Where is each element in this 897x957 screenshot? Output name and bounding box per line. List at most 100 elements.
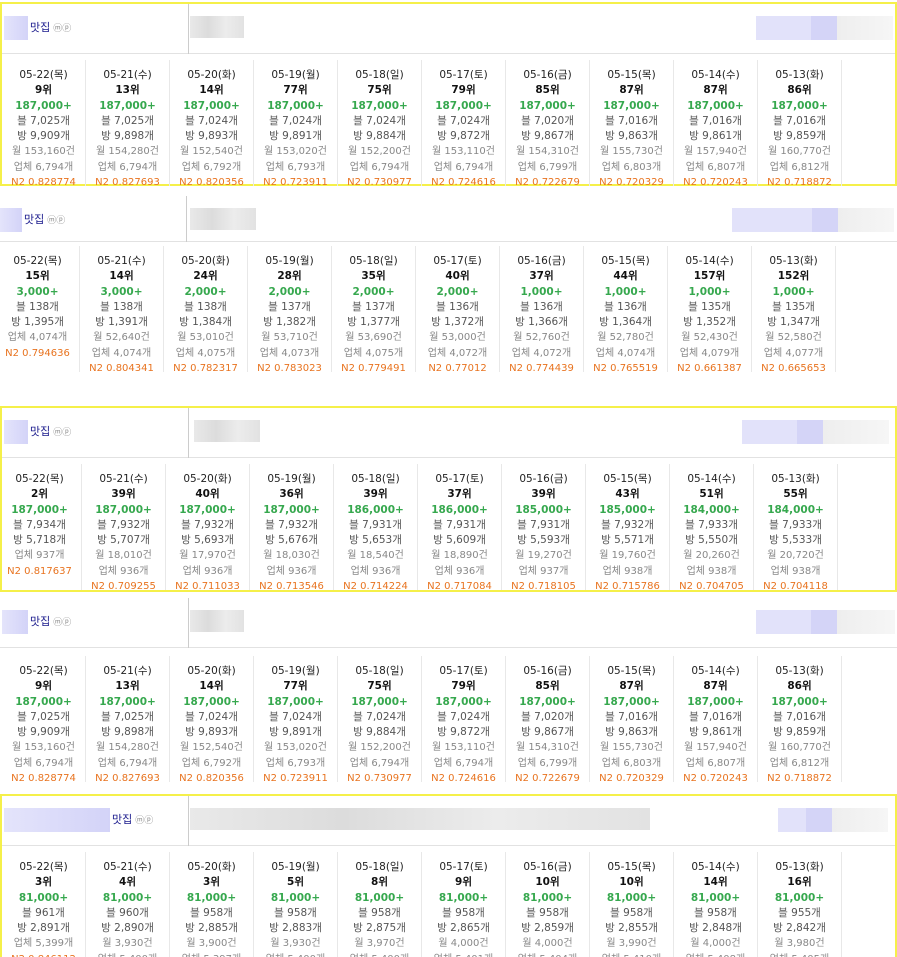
date-label: 05-22(목) [13,255,62,267]
search-volume: 184,000+ [767,503,824,516]
cafe-count: 방 9,891개 [269,726,322,739]
cafe-count: 방 5,550개 [685,534,738,547]
blog-count: 블 7,016개 [605,710,658,723]
search-volume: 187,000+ [15,99,72,112]
n2-score: N2 0.724616 [431,177,496,189]
monthly-count: 월 18,010건 [95,550,152,562]
monthly-count: 월 18,890건 [431,550,488,562]
rank-value: 85위 [535,680,560,693]
date-label: 05-20(화) [187,665,236,677]
business-count: 업체 6,794개 [13,161,74,173]
business-count: 업체 6,807개 [685,757,746,769]
day-column: 05-19(월) 28위 2,000+ 블 137개 방 1,382개 월 53,710건… [248,246,332,374]
business-count: 업체 4,079개 [679,347,740,359]
blog-count: 블 7,932개 [265,518,318,531]
keyword-title[interactable]: 맛집 ⓜⓟ [30,423,71,439]
search-volume: 187,000+ [267,695,324,708]
date-label: 05-21(수) [99,473,148,485]
monthly-count: 월 19,270건 [515,550,572,562]
rank-value: 5위 [287,876,304,889]
business-count: 업체 936개 [350,565,401,577]
date-label: 05-13(화) [775,69,824,81]
day-column: 05-20(화) 24위 2,000+ 블 138개 방 1,384개 월 53,010건… [164,246,248,374]
day-column: 05-20(화) 40위 187,000+ 블 7,932개 방 5,693개 월 17,… [166,464,250,592]
day-column: 05-22(목) 9위 187,000+ 블 7,025개 방 9,909개 월 153,… [2,656,86,784]
search-volume: 187,000+ [603,695,660,708]
day-column: 05-16(금) 39위 185,000+ 블 7,931개 방 5,593개 월 19,… [502,464,586,592]
n2-score: N2 0.765519 [593,363,658,375]
n2-score: N2 0.827693 [95,177,160,189]
date-label: 05-13(화) [769,255,818,267]
divider [188,408,189,458]
blog-count: 블 958개 [358,906,401,919]
day-list: 05-22(목) 9위 187,000+ 블 7,025개 방 9,909개 월 153,… [2,60,842,188]
date-label: 05-15(목) [603,473,652,485]
business-count: 업체 4,075개 [175,347,236,359]
day-column: 05-13(화) 16위 81,000+ 블 955개 방 2,842개 월 3,980건… [758,852,842,957]
blog-count: 블 7,024개 [437,710,490,723]
rank-value: 51위 [699,488,724,501]
rank-value: 13위 [115,680,140,693]
search-volume: 187,000+ [603,99,660,112]
day-column: 05-22(목) 9위 187,000+ 블 7,025개 방 9,909개 월 153,… [2,60,86,188]
badge-icon: ⓜⓟ [53,618,72,628]
monthly-count: 월 52,580건 [765,332,822,344]
day-column: 05-21(수) 13위 187,000+ 블 7,025개 방 9,898개 월 154… [86,656,170,784]
rank-value: 2위 [31,488,48,501]
day-column: 05-13(화) 86위 187,000+ 블 7,016개 방 9,859개 월 160… [758,60,842,188]
monthly-count: 월 160,770건 [768,742,831,754]
search-volume: 2,000+ [352,285,395,298]
monthly-count: 월 4,000건 [690,938,741,950]
search-volume: 187,000+ [179,503,236,516]
monthly-count: 월 153,020건 [264,742,327,754]
search-volume: 81,000+ [186,891,237,904]
day-column: 05-14(수) 51위 184,000+ 블 7,933개 방 5,550개 월 20,… [670,464,754,592]
keyword-title[interactable]: 맛집 ⓜⓟ [30,613,71,629]
blog-count: 블 7,020개 [521,710,574,723]
rank-value: 9위 [455,876,472,889]
blog-count: 블 958개 [442,906,485,919]
day-column: 05-17(토) 37위 186,000+ 블 7,931개 방 5,609개 월 18,… [418,464,502,592]
keyword-title[interactable]: 맛집 ⓜⓟ [30,19,71,35]
keyword-card: 맛집 ⓜⓟ 05-22(목) 9위 187,000+ 블 7,025개 방 9,909개 월… [0,2,897,188]
search-volume: 187,000+ [351,695,408,708]
cafe-count: 방 2,891개 [17,922,70,935]
monthly-count: 월 154,280건 [96,146,159,158]
rank-value: 55위 [783,488,808,501]
monthly-count: 월 53,000건 [429,332,486,344]
business-count: 업체 6,794개 [433,161,494,173]
search-volume: 3,000+ [100,285,143,298]
business-count: 업체 6,794개 [433,757,494,769]
n2-score: N2 0.720243 [683,773,748,785]
business-count: 업체 6,793개 [265,757,326,769]
business-count: 업체 6,794개 [13,757,74,769]
keyword-card-header: 맛집 ⓜⓟ [2,796,895,846]
keyword-title[interactable]: 맛집 ⓜⓟ [24,211,65,227]
day-column: 05-15(목) 10위 81,000+ 블 958개 방 2,855개 월 3,990건… [590,852,674,957]
keyword-title[interactable]: 맛집 ⓜⓟ [112,811,153,827]
business-count: 업체 937개 [14,550,65,562]
monthly-count: 월 53,710건 [261,332,318,344]
day-column: 05-22(목) 15위 3,000+ 블 138개 방 1,395개 업체 4,074개… [0,246,80,372]
day-column: 05-19(월) 36위 187,000+ 블 7,932개 방 5,676개 월 18,… [250,464,334,592]
search-volume: 187,000+ [519,99,576,112]
cafe-count: 방 9,867개 [521,726,574,739]
rank-value: 85위 [535,84,560,97]
business-count: 업체 938개 [686,565,737,577]
business-count: 업체 6,803개 [601,161,662,173]
business-count: 업체 936개 [266,565,317,577]
monthly-count: 월 20,720건 [767,550,824,562]
business-count: 업체 6,807개 [685,161,746,173]
date-label: 05-17(토) [439,69,488,81]
keyword-card-header: 맛집 ⓜⓟ [2,4,895,54]
cafe-count: 방 5,707개 [97,534,150,547]
rank-value: 37위 [529,270,554,283]
cafe-count: 방 2,859개 [521,922,574,935]
monthly-count: 월 4,000건 [522,938,573,950]
blog-count: 블 7,024개 [269,114,322,127]
rank-value: 43위 [615,488,640,501]
day-column: 05-15(목) 87위 187,000+ 블 7,016개 방 9,863개 월 155… [590,60,674,188]
date-label: 05-17(토) [439,861,488,873]
rank-value: 10위 [535,876,560,889]
